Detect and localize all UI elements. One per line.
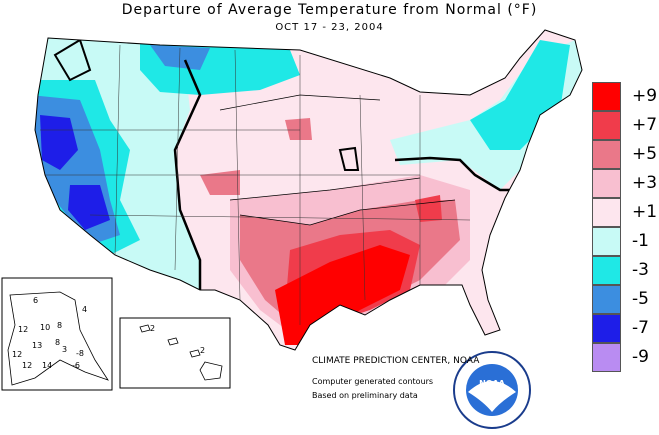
legend-swatch [592,198,621,227]
alaska-value: 8 [57,321,62,330]
map-subtitle: OCT 17 - 23, 2004 [275,22,384,33]
legend-label: +7 [632,115,658,135]
legend-label: -5 [632,289,649,309]
legend-label: +5 [632,144,658,164]
alaska-value: 13 [32,341,42,350]
alaska-value: 6 [33,296,38,305]
alaska-value: -8 [76,349,84,358]
hawaii-value: 2 [200,346,205,355]
hawaii-islands [139,324,223,381]
state-borders [40,44,471,325]
noaa-logo: NOAA [453,351,531,429]
legend-swatch [592,343,621,372]
legend-swatch [592,140,621,169]
legend-label: -3 [632,260,649,280]
legend-swatch [592,169,621,198]
alaska-value: 10 [40,323,50,332]
credit-line-1: CLIMATE PREDICTION CENTER, NOAA [312,356,480,366]
legend-label: -7 [632,318,649,338]
legend-label: +3 [632,173,658,193]
alaska-value: 12 [12,350,22,359]
alaska-value: 4 [82,305,87,314]
alaska-value: -6 [72,361,80,370]
legend-label: +9 [632,86,658,106]
hawaii-value: 2 [150,324,155,333]
legend-swatch [592,256,621,285]
alaska-outline [7,291,109,386]
legend-label: -9 [632,347,649,367]
alaska-value: 12 [18,325,28,334]
alaska-value: 3 [62,345,67,354]
legend-swatch [592,82,621,111]
alaska-value: 8 [55,338,60,347]
alaska-value: 12 [22,361,32,370]
noaa-logo-text: NOAA [479,379,505,388]
legend-swatch [592,285,621,314]
legend-label: +1 [632,202,658,222]
alaska-values: 4 6 8 12 10 8 12 13 3 -8 12 14 -6 [12,296,87,370]
conus-outline [34,29,583,351]
credit-line-3: Based on preliminary data [312,391,418,400]
alaska-value: 14 [42,361,52,370]
map-title: Departure of Average Temperature from No… [121,2,538,18]
legend-swatch [592,227,621,256]
credit-line-2: Computer generated contours [312,377,434,386]
legend-swatch [592,314,621,343]
legend-label: -1 [632,231,649,251]
legend-swatch [592,111,621,140]
